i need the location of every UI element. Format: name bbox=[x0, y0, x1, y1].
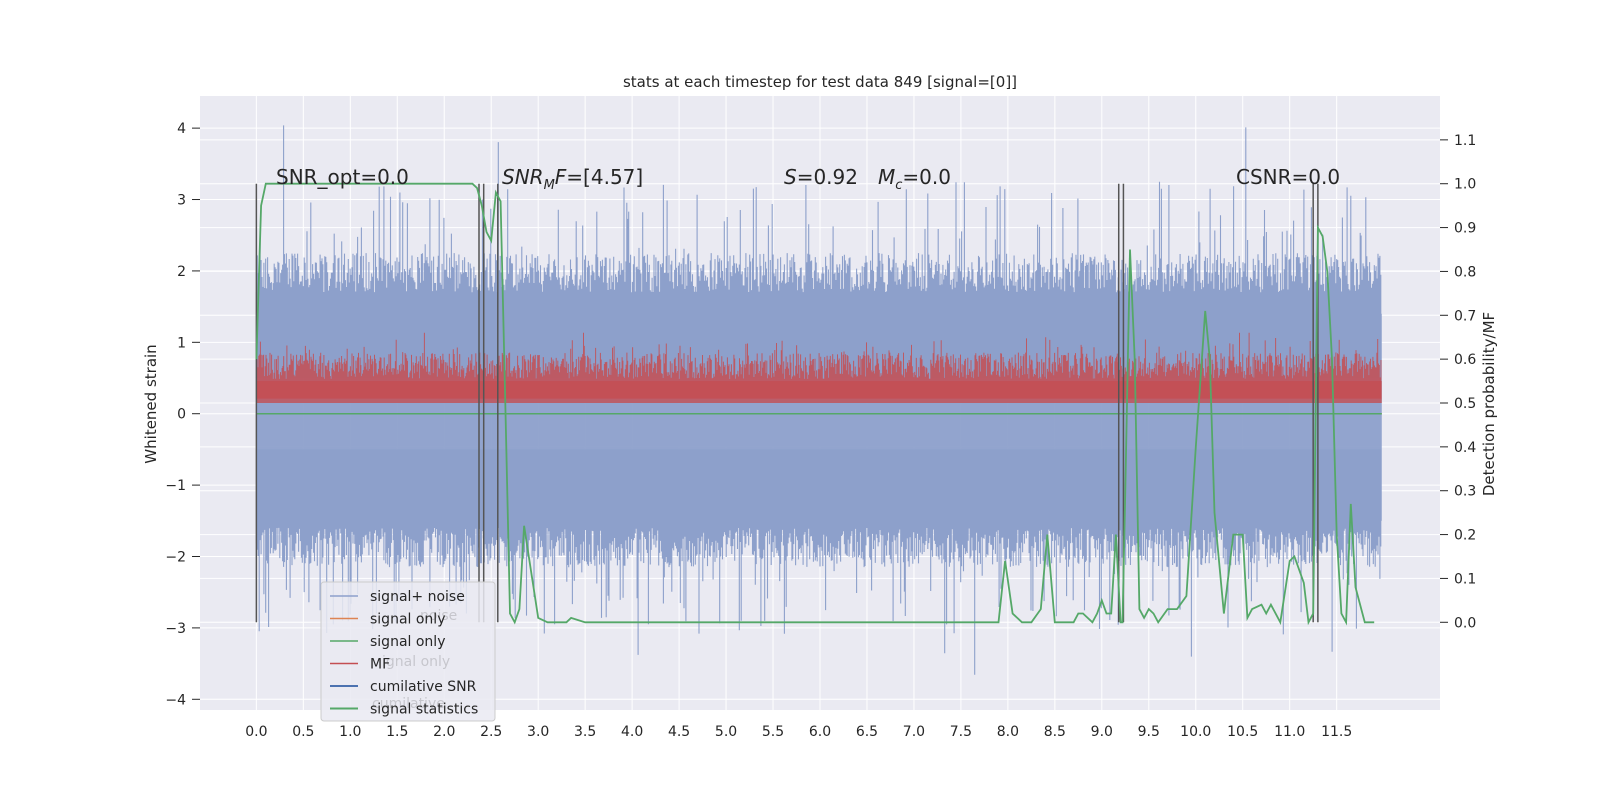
x-tick-label: 1.5 bbox=[386, 724, 408, 740]
x-tick-label: 5.0 bbox=[715, 724, 737, 740]
y-left-tick-label: −4 bbox=[165, 692, 186, 708]
x-tick-label: 10.5 bbox=[1227, 724, 1258, 740]
x-tick-label: 5.5 bbox=[762, 724, 784, 740]
y-right-tick-label: 0.7 bbox=[1454, 308, 1476, 324]
y-right-tick-label: 0.3 bbox=[1454, 484, 1476, 500]
y-axis-left-label: Whitened strain bbox=[142, 344, 160, 463]
y-left-tick-label: 4 bbox=[177, 121, 186, 137]
y-left-tick-label: −1 bbox=[165, 478, 186, 494]
x-tick-label: 2.5 bbox=[480, 724, 502, 740]
annotation-snr-mf: SNRMF=[4.57] bbox=[502, 165, 643, 193]
x-tick-label: 4.0 bbox=[621, 724, 643, 740]
y-left-tick-label: 2 bbox=[177, 264, 186, 280]
legend-label: signal only bbox=[370, 634, 445, 650]
y-right-tick-label: 0.1 bbox=[1454, 571, 1476, 587]
x-tick-label: 9.5 bbox=[1138, 724, 1160, 740]
y-left-tick-label: 1 bbox=[177, 335, 186, 351]
y-axis-right-ticks: 0.0 0.1 0.2 0.3 0.4 0.5 0.6 0.7 0.8 0.9 1.0 1.1 bbox=[1440, 133, 1476, 631]
annotation-s: S=0.92 bbox=[784, 165, 858, 189]
legend-ghost-2: ignal only bbox=[382, 654, 450, 670]
legend: noise ignal only cumilative signal+ nois… bbox=[320, 581, 496, 722]
y-axis-right-label: Detection probability/MF bbox=[1480, 312, 1498, 496]
x-tick-label: 3.0 bbox=[527, 724, 549, 740]
y-left-tick-label: −2 bbox=[165, 550, 186, 566]
legend-label: signal only bbox=[370, 612, 445, 628]
y-right-tick-label: 0.2 bbox=[1454, 528, 1476, 544]
y-right-tick-label: 0.4 bbox=[1454, 440, 1476, 456]
x-tick-label: 8.0 bbox=[997, 724, 1019, 740]
vertical-markers bbox=[255, 183, 1319, 623]
x-tick-label: 11.0 bbox=[1274, 724, 1305, 740]
legend-label: signal statistics bbox=[370, 702, 478, 718]
y-right-tick-label: 1.0 bbox=[1454, 177, 1476, 193]
x-tick-label: 10.0 bbox=[1180, 724, 1211, 740]
y-right-tick-label: 0.9 bbox=[1454, 221, 1476, 237]
x-tick-label: 3.5 bbox=[574, 724, 596, 740]
x-tick-label: 11.5 bbox=[1321, 724, 1352, 740]
y-right-tick-label: 0.8 bbox=[1454, 264, 1476, 280]
y-right-tick-label: 1.1 bbox=[1454, 133, 1476, 149]
y-left-tick-label: 3 bbox=[177, 193, 186, 209]
x-tick-label: 1.0 bbox=[339, 724, 361, 740]
x-tick-label: 7.5 bbox=[950, 724, 972, 740]
x-tick-label: 0.5 bbox=[292, 724, 314, 740]
annotation-mc: Mc=0.0 bbox=[878, 165, 951, 193]
x-tick-label: 8.5 bbox=[1044, 724, 1066, 740]
signal-statistics-line bbox=[255, 182, 1375, 626]
x-axis-ticks: 0.0 0.5 1.0 1.5 2.0 2.5 3.0 3.5 4.0 4.5 5.0 5.5 6.0 6… bbox=[245, 724, 1352, 740]
y-right-tick-label: 0.6 bbox=[1454, 352, 1476, 368]
x-tick-label: 0.0 bbox=[245, 724, 267, 740]
x-tick-label: 7.0 bbox=[903, 724, 925, 740]
y-left-tick-label: −3 bbox=[165, 621, 186, 637]
legend-ghost-3: cumilative bbox=[372, 696, 445, 712]
x-tick-label: 6.5 bbox=[856, 724, 878, 740]
legend-label: MF bbox=[370, 657, 390, 673]
x-tick-label: 6.0 bbox=[809, 724, 831, 740]
signal-statistics-series bbox=[255, 182, 1375, 626]
y-right-tick-label: 0.0 bbox=[1454, 615, 1476, 631]
annotation-snr-opt: SNR_opt=0.0 bbox=[276, 165, 409, 189]
legend-label: cumilative SNR bbox=[370, 679, 477, 695]
legend-label: signal+ noise bbox=[370, 589, 465, 605]
x-tick-label: 9.0 bbox=[1091, 724, 1113, 740]
legend-box bbox=[320, 581, 496, 722]
y-axis-left-ticks: −4 −3 −2 −1 0 1 2 3 4 bbox=[165, 121, 200, 708]
y-right-tick-label: 0.5 bbox=[1454, 396, 1476, 412]
mf-series bbox=[255, 332, 1382, 403]
chart-title: stats at each timestep for test data 849… bbox=[623, 73, 1017, 91]
y-left-tick-label: 0 bbox=[177, 407, 186, 423]
x-tick-label: 4.5 bbox=[668, 724, 690, 740]
annotation-csnr: CSNR=0.0 bbox=[1236, 165, 1340, 189]
x-tick-label: 2.0 bbox=[433, 724, 455, 740]
legend-ghost-1: noise bbox=[420, 608, 457, 624]
